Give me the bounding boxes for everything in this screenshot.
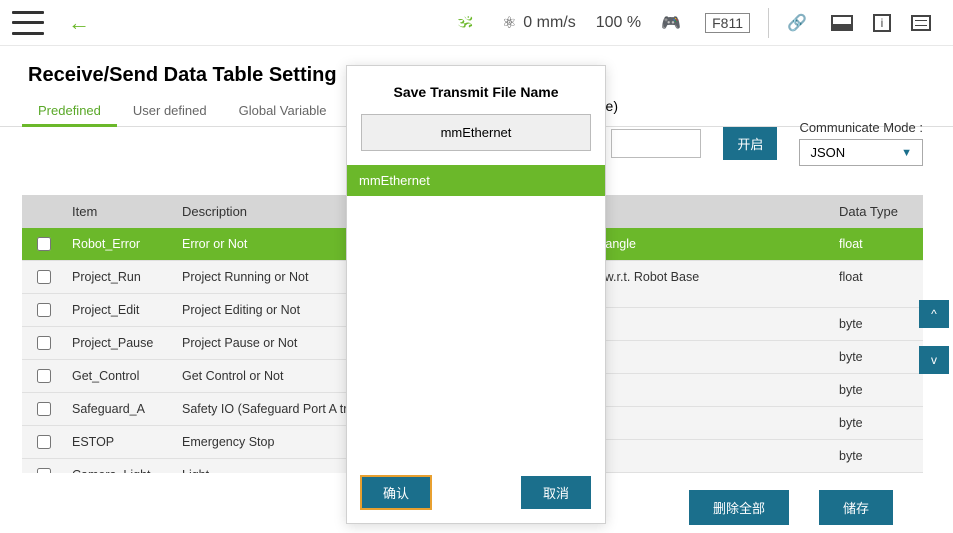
row-checkbox[interactable] (37, 336, 51, 350)
hdr-type: Data Type (833, 195, 923, 228)
top-toolbar: ← 🕉 ⚛0 mm/s 100 % 🎮 F811 🔗 i (0, 0, 953, 46)
tab-global-variable[interactable]: Global Variable (223, 95, 343, 126)
zoom-value: 100 % (596, 14, 641, 32)
comm-mode-select[interactable]: JSON ▼ (799, 139, 923, 166)
cell-item: Project_Edit (66, 294, 176, 326)
robot-status-icon: 🕉 (455, 13, 479, 33)
cell-item: ESTOP (66, 426, 176, 458)
save-file-dialog: Save Transmit File Name mmEthernet mmEth… (346, 65, 606, 524)
cell-type: float (833, 228, 923, 260)
row-checkbox[interactable] (37, 468, 51, 473)
row-checkbox[interactable] (37, 237, 51, 251)
hdr-item: Item (66, 195, 176, 228)
cell-type: byte (833, 374, 923, 406)
open-button[interactable]: 开启 (723, 127, 777, 160)
cell-type: byte (833, 440, 923, 472)
cell-item: Project_Run (66, 261, 176, 293)
controls-row: ne: 开启 Communicate Mode : JSON ▼ (585, 120, 923, 166)
row-checkbox[interactable] (37, 369, 51, 383)
move-down-button[interactable]: v (919, 346, 949, 374)
filename-input[interactable]: mmEthernet (361, 114, 591, 151)
bottom-buttons: 删除全部 储存 (689, 490, 893, 525)
cell-item: Robot_Error (66, 228, 176, 260)
nav-arrows: ^ v (919, 300, 949, 374)
menu-icon[interactable] (12, 11, 44, 35)
dialog-title: Save Transmit File Name (347, 66, 605, 114)
filename-list-item[interactable]: mmEthernet (347, 165, 605, 196)
cell-item: Get_Control (66, 360, 176, 392)
cell-type: float (833, 261, 923, 307)
cell-item: Safeguard_A (66, 393, 176, 425)
connection-icon[interactable]: 🔗 (787, 13, 811, 33)
comm-mode-value: JSON (810, 145, 845, 160)
name-input[interactable] (611, 129, 701, 158)
save-button[interactable]: 储存 (819, 490, 893, 525)
cancel-button[interactable]: 取消 (521, 476, 591, 509)
move-up-button[interactable]: ^ (919, 300, 949, 328)
comm-mode-label: Communicate Mode : (799, 120, 923, 135)
controller-icon: 🎮 (661, 13, 685, 33)
cell-item: Camera_Light (66, 459, 176, 473)
dialog-body (347, 196, 605, 466)
confirm-button[interactable]: 确认 (361, 476, 431, 509)
speed-display: ⚛0 mm/s (499, 13, 575, 33)
cell-type: byte (833, 308, 923, 340)
toolbar-divider (768, 8, 769, 38)
dialog-footer: 确认 取消 (347, 466, 605, 523)
speed-value: 0 mm/s (523, 14, 575, 32)
zoom-display: 100 % (596, 14, 641, 32)
list-icon[interactable] (911, 15, 931, 31)
delete-all-button[interactable]: 删除全部 (689, 490, 789, 525)
row-checkbox[interactable] (37, 270, 51, 284)
row-checkbox[interactable] (37, 303, 51, 317)
info-icon[interactable]: i (873, 14, 891, 32)
tab-predefined[interactable]: Predefined (22, 95, 117, 126)
fcode-box: F811 (705, 13, 750, 33)
back-icon[interactable]: ← (68, 10, 90, 36)
cell-type: byte (833, 341, 923, 373)
tab-user-defined[interactable]: User defined (117, 95, 223, 126)
row-checkbox[interactable] (37, 435, 51, 449)
row-checkbox[interactable] (37, 402, 51, 416)
cell-item: Project_Pause (66, 327, 176, 359)
view1-icon[interactable] (831, 15, 853, 31)
cell-type: byte (833, 407, 923, 439)
chevron-down-icon: ▼ (901, 147, 912, 159)
